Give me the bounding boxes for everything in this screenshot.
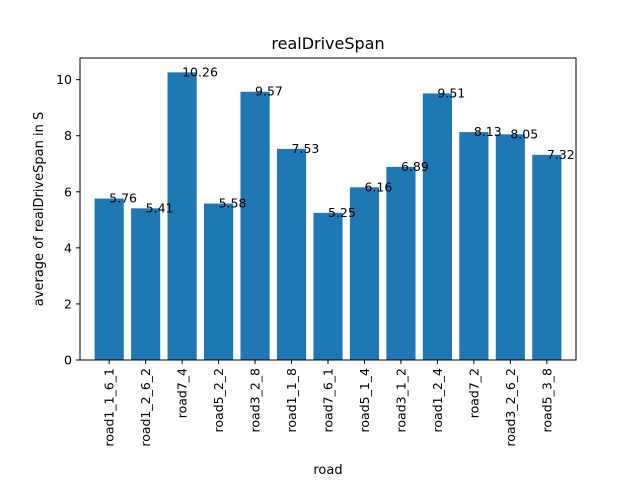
x-axis-label: road [313,463,342,478]
bar-road5_1_4 [349,187,380,360]
data-label-road3_2_8: 9.57 [255,84,283,99]
data-label-road5_2_2: 5.58 [219,196,247,211]
x-tick-label-road3_1_2: road3_1_2 [393,368,408,432]
data-label-road7_2: 8.13 [474,124,502,139]
data-label-road3_2_6_2: 8.05 [510,126,538,141]
x-tick-label-road7_2: road7_2 [466,368,481,418]
x-axis: road1_1_6_1 road1_2_6_2 road7_4 road5_2_2 ro… [102,360,554,447]
bar-road3_2_6_2 [495,134,525,360]
data-label-road3_1_2: 6.89 [401,159,429,174]
data-label-road5_3_8: 7.32 [547,147,575,162]
bar-road5_3_8 [532,154,562,360]
data-label-road1_2_6_2: 5.41 [146,200,174,215]
bar-road1_2_4 [422,93,452,361]
bar-road1_1_8 [276,148,307,360]
x-tick-label-road7_4: road7_4 [175,368,190,418]
x-tick-label-road5_2_2: road5_2_2 [211,368,226,432]
y-tick-label-6: 6 [64,184,72,199]
data-label-road1_1_8: 7.53 [292,141,320,156]
x-tick-label-road7_6_1: road7_6_1 [321,368,336,432]
bar-road3_2_8 [240,91,270,360]
x-tick-label-road3_2_8: road3_2_8 [248,368,263,433]
data-labels-group: 5.76 5.41 10.26 5.58 9.57 7.53 5.25 6.16 6.89 9.5… [109,64,574,219]
x-tick-label-road1_1_8: road1_1_8 [284,368,299,433]
bar-road1_1_6_1 [94,198,124,360]
y-axis: 0 2 4 6 8 10 [56,72,80,368]
y-tick-label-4: 4 [64,240,72,255]
bar-road7_2 [459,132,489,360]
data-label-road7_6_1: 5.25 [328,205,356,220]
data-label-road7_4: 10.26 [182,64,218,79]
x-tick-label-road5_1_4: road5_1_4 [357,368,372,433]
x-tick-label-road1_2_4: road1_2_4 [430,368,445,433]
y-axis-label: average of realDriveSpan in S [32,112,47,306]
bar-road1_2_6_2 [131,208,161,360]
y-tick-label-8: 8 [64,128,72,143]
plot-frame [79,57,577,361]
data-label-road5_1_4: 6.16 [364,179,392,194]
x-tick-label-road1_2_6_2: road1_2_6_2 [138,368,153,447]
bar-road3_1_2 [386,166,416,360]
x-tick-label-road3_2_6_2: road3_2_6_2 [503,368,518,447]
y-tick-label-0: 0 [64,353,72,368]
x-tick-label-road1_1_6_1: road1_1_6_1 [102,368,117,447]
bar-road7_4 [167,72,197,360]
bar-road5_2_2 [204,203,234,360]
data-label-road1_1_6_1: 5.76 [109,191,137,206]
y-tick-label-2: 2 [64,296,72,311]
y-tick-label-10: 10 [56,72,72,87]
x-tick-label-road5_3_8: road5_3_8 [539,368,554,433]
data-label-road1_2_4: 9.51 [437,85,465,100]
bars-group [94,72,562,361]
chart-title: realDriveSpan [271,34,384,53]
bar-road7_6_1 [313,212,343,360]
